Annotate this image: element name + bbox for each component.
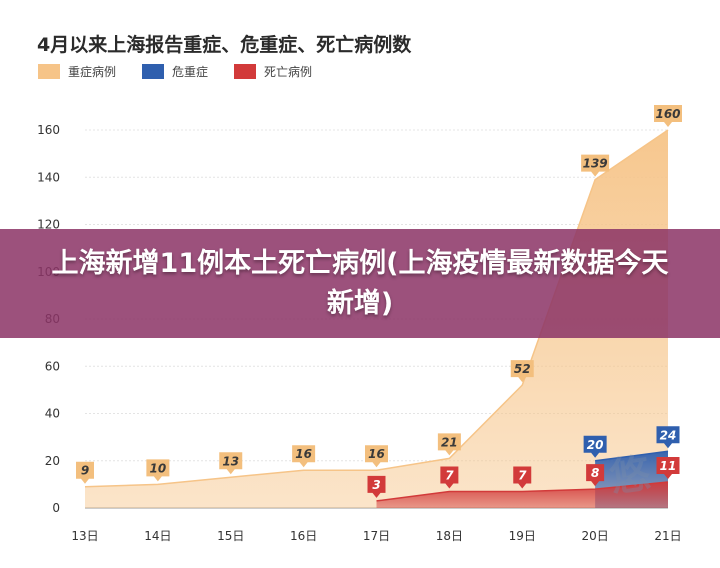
data-label-badge xyxy=(292,445,316,468)
data-label: 16 xyxy=(365,445,388,468)
x-tick-label: 13日 xyxy=(71,529,98,543)
data-label-value: 3 xyxy=(372,478,380,492)
data-label-value: 11 xyxy=(660,459,677,473)
data-label: 8 xyxy=(586,464,605,487)
y-tick-label: 120 xyxy=(37,218,60,232)
legend-label-deaths: 死亡病例 xyxy=(264,65,313,79)
data-label-badge xyxy=(654,105,682,127)
watermark-logo: 悠 xyxy=(606,450,654,502)
data-label-value: 13 xyxy=(222,454,239,468)
data-label-value: 21 xyxy=(441,435,458,449)
data-label-value: 16 xyxy=(295,447,312,461)
data-label: 52 xyxy=(510,360,534,383)
legend-item-deaths: 死亡病例 xyxy=(234,63,312,80)
data-label-badge xyxy=(219,452,243,475)
data-label: 13 xyxy=(219,452,243,475)
data-label: 21 xyxy=(437,433,461,456)
x-tick-label: 19日 xyxy=(509,529,536,543)
y-tick-label: 0 xyxy=(52,501,60,515)
series-line-2 xyxy=(376,481,669,502)
data-label-badge xyxy=(76,461,94,484)
data-labels: 9 10 13 16 16 21 52 139 160 20 24 3 7 7 8 11 xyxy=(76,105,682,498)
data-label: 7 xyxy=(513,466,532,489)
headline-text: 上海新增11例本土死亡病例(上海疫情最新数据今天新增) xyxy=(51,247,669,319)
x-tick-label: 20日 xyxy=(581,529,608,543)
data-label: 11 xyxy=(656,457,680,480)
data-label-badge xyxy=(440,466,459,489)
data-label-value: 10 xyxy=(150,461,167,475)
data-label-value: 8 xyxy=(591,466,599,480)
data-label-badge xyxy=(513,466,532,489)
x-tick-label: 15日 xyxy=(217,529,244,543)
data-label-value: 160 xyxy=(655,107,680,121)
data-label-badge xyxy=(365,445,388,468)
y-tick-label: 60 xyxy=(45,359,60,373)
data-label-value: 24 xyxy=(660,428,677,442)
area-2 xyxy=(376,482,668,508)
y-tick-label: 20 xyxy=(45,454,60,468)
data-label-badge xyxy=(437,433,461,456)
series-line-1 xyxy=(595,450,669,462)
y-tick-label: 160 xyxy=(37,123,60,137)
x-tick-label: 14日 xyxy=(144,529,171,543)
data-label: 24 xyxy=(656,426,680,449)
y-tick-label: 140 xyxy=(37,170,60,184)
data-label-value: 7 xyxy=(445,468,454,482)
data-label: 20 xyxy=(583,435,607,458)
x-tick-label: 16日 xyxy=(290,529,317,543)
legend-swatch-critical xyxy=(142,64,165,79)
x-tick-label: 21日 xyxy=(654,529,681,543)
headline-banner: 上海新增11例本土死亡病例(上海疫情最新数据今天新增) xyxy=(0,229,720,338)
legend-item-critical: 危重症 xyxy=(142,63,208,80)
data-label: 7 xyxy=(440,466,459,489)
legend-swatch-severe xyxy=(38,64,60,79)
data-label-badge xyxy=(510,360,534,383)
data-label-value: 9 xyxy=(81,464,89,478)
data-label: 10 xyxy=(146,459,170,482)
legend-label-severe: 重症病例 xyxy=(68,65,117,79)
data-label: 3 xyxy=(367,475,386,498)
legend-swatch-deaths xyxy=(234,64,257,79)
data-label-value: 52 xyxy=(514,362,531,376)
area-series xyxy=(84,129,669,508)
data-label-badge xyxy=(583,435,607,458)
data-label-value: 16 xyxy=(368,447,385,461)
data-label-badge xyxy=(146,459,170,482)
data-label-badge xyxy=(367,475,386,498)
data-label: 160 xyxy=(654,105,682,127)
data-label-badge xyxy=(581,154,610,177)
legend-item-severe: 重症病例 xyxy=(38,63,116,80)
chart-legend: 重症病例 危重症 死亡病例 xyxy=(38,63,338,80)
data-label-value: 7 xyxy=(518,468,527,482)
x-tick-label: 18日 xyxy=(436,529,463,543)
x-tick-label: 17日 xyxy=(363,529,390,543)
data-label: 9 xyxy=(76,461,94,484)
data-label: 16 xyxy=(292,445,316,468)
legend-label-critical: 危重症 xyxy=(172,65,209,79)
data-label-badge xyxy=(586,464,605,487)
data-label-value: 20 xyxy=(587,438,604,452)
data-label-value: 139 xyxy=(583,157,608,171)
y-tick-label: 40 xyxy=(45,407,60,421)
chart-title: 4月以来上海报告重症、危重症、死亡病例数 xyxy=(37,34,412,56)
data-label-badge xyxy=(656,426,680,449)
data-label-badge xyxy=(656,457,680,480)
area-0 xyxy=(85,130,668,508)
data-label: 139 xyxy=(581,154,610,177)
